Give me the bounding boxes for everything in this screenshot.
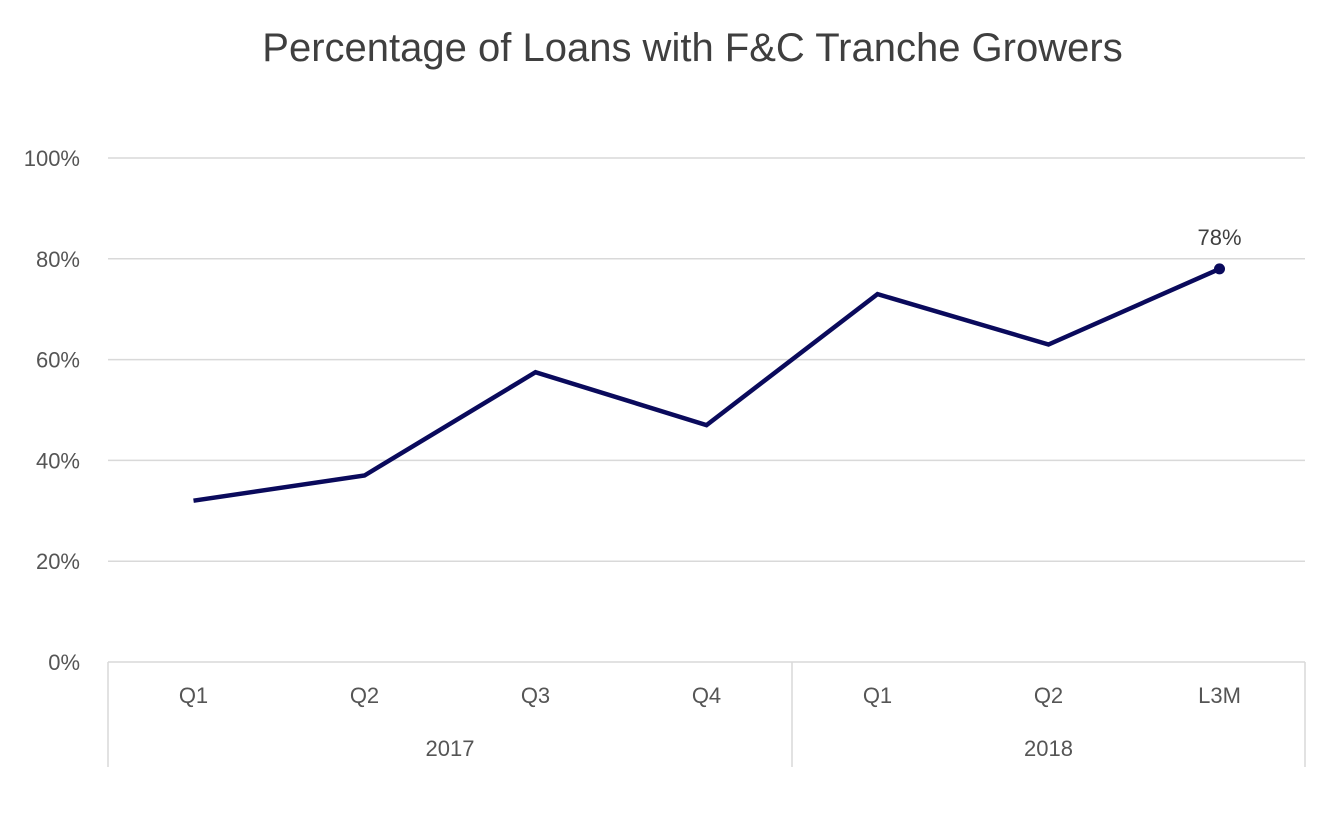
y-tick-label: 100%: [24, 146, 80, 171]
x-tick-label: Q2: [350, 683, 379, 708]
x-tick-label: Q3: [521, 683, 550, 708]
series-line: [193, 266, 1221, 503]
y-tick-label: 40%: [36, 448, 80, 473]
y-tick-label: 20%: [36, 549, 80, 574]
data-label: 78%: [1197, 225, 1241, 250]
data-point-marker: [1214, 263, 1225, 275]
x-group-label: 2017: [426, 736, 475, 761]
y-tick-label: 60%: [36, 348, 80, 373]
y-tick-label: 0%: [48, 650, 80, 675]
x-tick-label: Q1: [863, 683, 892, 708]
y-tick-label: 80%: [36, 247, 80, 272]
x-tick-label: L3M: [1198, 683, 1241, 708]
x-tick-label: Q1: [179, 683, 208, 708]
x-tick-label: Q2: [1034, 683, 1063, 708]
x-tick-label: Q4: [692, 683, 721, 708]
chart-title: Percentage of Loans with F&C Tranche Gro…: [262, 26, 1123, 70]
x-group-label: 2018: [1024, 736, 1073, 761]
